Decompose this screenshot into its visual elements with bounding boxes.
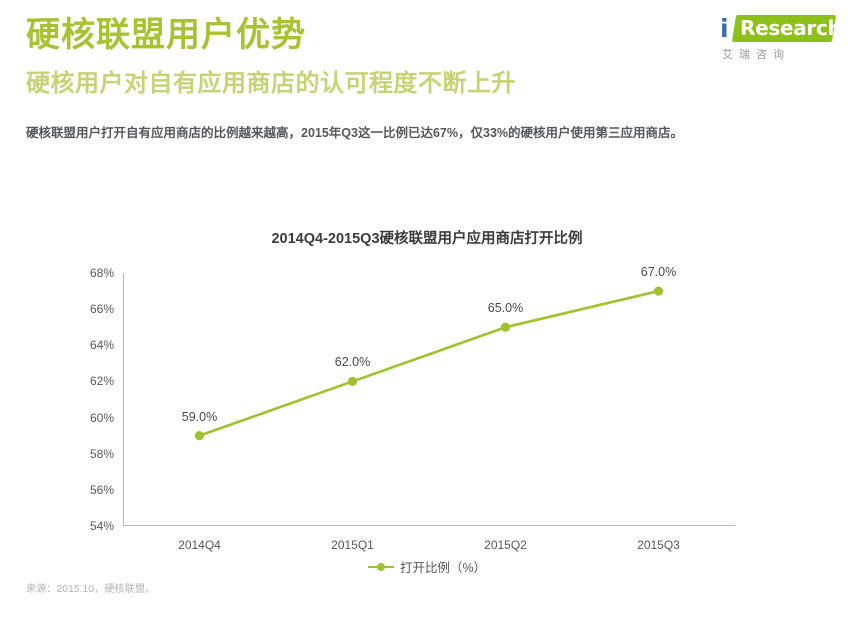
logo-chinese-name: 艾瑞咨询 bbox=[722, 49, 790, 61]
logo-letter-i: i bbox=[720, 14, 729, 43]
x-axis-line bbox=[123, 525, 735, 526]
page-subtitle: 硬核用户对自有应用商店的认可程度不断上升 bbox=[26, 70, 516, 97]
chart-legend: 打开比例（%） bbox=[0, 557, 854, 576]
y-axis-tick-label: 62% bbox=[89, 374, 114, 389]
y-axis-tick-label: 60% bbox=[89, 410, 114, 425]
x-axis-tick-label: 2015Q3 bbox=[637, 538, 680, 552]
legend-marker-icon bbox=[367, 562, 394, 572]
y-axis-tick-label: 58% bbox=[89, 446, 114, 461]
data-point-label: 65.0% bbox=[487, 301, 524, 316]
y-axis-tick-label: 68% bbox=[89, 266, 114, 280]
y-axis-tick-label: 66% bbox=[89, 302, 114, 317]
x-axis-tick-label: 2015Q2 bbox=[484, 538, 527, 552]
data-point-marker bbox=[653, 286, 664, 296]
source-note: 来源：2015.10，硬核联盟。 bbox=[26, 584, 156, 595]
line-series bbox=[194, 286, 664, 441]
x-axis-tick-label: 2014Q4 bbox=[178, 538, 221, 552]
chart-plot-area: 68% 66% 64% 62% 60% 58% 56% 54% 2014Q4 2015Q1 201… bbox=[90, 265, 735, 552]
data-point-marker bbox=[194, 431, 205, 441]
data-point-label: 67.0% bbox=[640, 265, 677, 280]
data-point-label: 59.0% bbox=[181, 409, 218, 424]
y-axis-tick-label: 64% bbox=[89, 338, 114, 353]
data-point-label: 62.0% bbox=[334, 355, 371, 370]
iresearch-logo: i Research 艾瑞咨询 bbox=[710, 14, 842, 64]
y-axis-tick-label: 54% bbox=[89, 519, 114, 533]
y-axis-line bbox=[123, 273, 124, 526]
legend-label: 打开比例（%） bbox=[399, 561, 487, 575]
page-title: 硬核联盟用户优势 bbox=[26, 16, 306, 54]
data-point-marker bbox=[500, 322, 511, 332]
page-summary-text: 硬核联盟用户打开自有应用商店的比例越来越高，2015年Q3这一比例已达67%，仅… bbox=[26, 126, 684, 140]
x-axis-tick-label: 2015Q1 bbox=[331, 538, 374, 552]
data-point-marker bbox=[347, 376, 358, 387]
y-axis-tick-label: 56% bbox=[89, 482, 114, 497]
logo-wordmark: Research bbox=[740, 16, 842, 40]
logo-mark: i Research bbox=[710, 14, 842, 44]
chart-container: 2014Q4-2015Q3硬核联盟用户应用商店打开比例 68% 66% 64% 62%… bbox=[0, 195, 854, 585]
chart-title: 2014Q4-2015Q3硬核联盟用户应用商店打开比例 bbox=[271, 231, 583, 247]
